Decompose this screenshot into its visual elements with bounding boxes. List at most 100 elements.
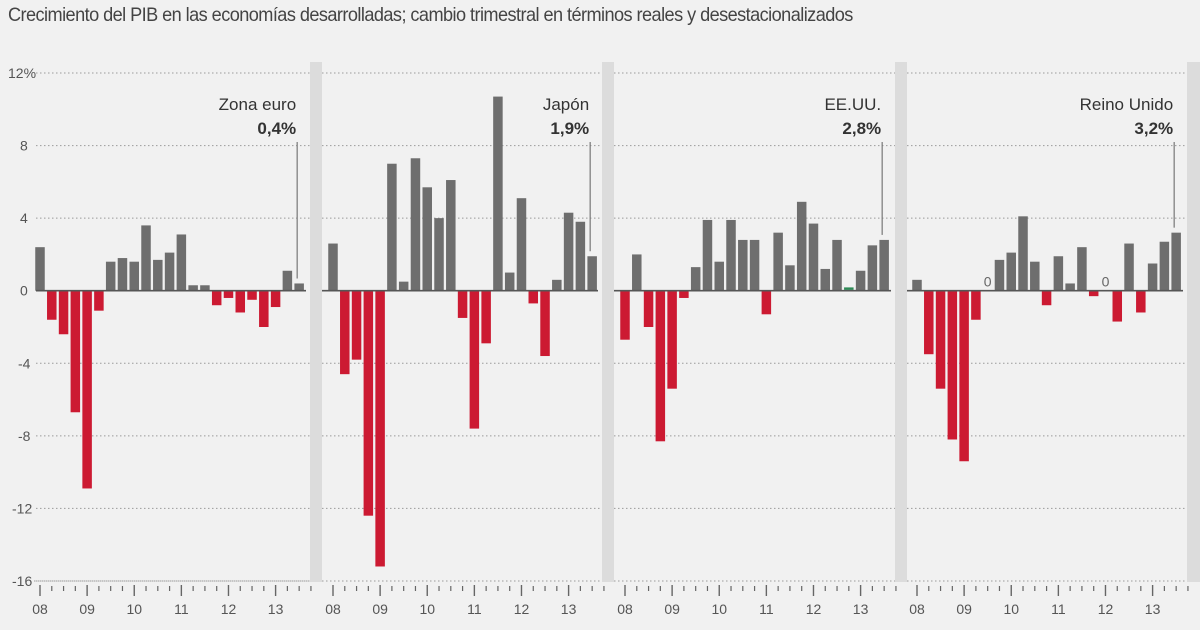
panel-separator bbox=[1187, 62, 1200, 582]
bar-negative bbox=[1136, 290, 1146, 313]
x-tick-label: 12 bbox=[514, 601, 530, 617]
x-tick-label: 08 bbox=[617, 601, 633, 617]
bar-positive bbox=[188, 285, 198, 291]
bar-positive bbox=[749, 239, 760, 291]
bar-positive bbox=[493, 96, 503, 291]
bar-negative bbox=[655, 290, 666, 442]
bar-positive bbox=[867, 245, 878, 291]
bar-negative bbox=[528, 290, 539, 304]
bar-negative bbox=[643, 290, 654, 327]
panel-separator bbox=[895, 62, 907, 582]
bar-positive bbox=[832, 239, 842, 291]
bar-positive bbox=[282, 270, 293, 291]
bar-positive bbox=[1065, 283, 1075, 291]
bar-negative bbox=[211, 290, 222, 306]
bar-positive bbox=[855, 270, 866, 291]
x-tick-label: 09 bbox=[664, 601, 680, 617]
bar-positive bbox=[738, 239, 748, 291]
bar-positive bbox=[844, 287, 854, 290]
x-tick-label: 12 bbox=[806, 601, 822, 617]
bar-positive bbox=[1006, 252, 1016, 291]
x-tick-label: 13 bbox=[561, 601, 577, 617]
panel-separator bbox=[310, 62, 322, 582]
bar-positive bbox=[446, 180, 456, 291]
x-tick-label: 11 bbox=[174, 601, 189, 617]
bar-positive bbox=[129, 261, 139, 291]
bar-positive bbox=[587, 256, 597, 291]
x-tick-label: 09 bbox=[956, 601, 972, 617]
bar-negative bbox=[679, 290, 689, 298]
bar-positive bbox=[1147, 263, 1158, 291]
bar-negative bbox=[58, 290, 69, 335]
bar-positive bbox=[516, 198, 527, 291]
bar-negative bbox=[270, 290, 281, 308]
bar-negative bbox=[351, 290, 362, 360]
chart-title: Crecimiento del PIB en las economías des… bbox=[8, 4, 853, 26]
bar-positive bbox=[153, 259, 163, 291]
bar-negative bbox=[469, 290, 480, 429]
y-tick-label: 8 bbox=[20, 138, 28, 154]
zero-value-label: 0 bbox=[1102, 274, 1110, 290]
x-tick-label: 11 bbox=[759, 601, 774, 617]
latest-value-label: 0,4% bbox=[257, 119, 296, 138]
bar-positive bbox=[1171, 232, 1181, 291]
bar-negative bbox=[1041, 290, 1052, 306]
bar-positive bbox=[1053, 256, 1064, 291]
bar-negative bbox=[761, 290, 772, 315]
x-tick-label: 08 bbox=[909, 601, 925, 617]
x-tick-label: 09 bbox=[79, 601, 95, 617]
bar-negative bbox=[363, 290, 374, 516]
panel-title: Japón bbox=[543, 95, 589, 114]
bar-negative bbox=[259, 290, 269, 327]
bar-negative bbox=[94, 290, 104, 311]
y-tick-label: 4 bbox=[20, 210, 28, 226]
bar-negative bbox=[1112, 290, 1123, 322]
bar-positive bbox=[1030, 261, 1040, 291]
zero-value-label: 0 bbox=[984, 274, 992, 290]
x-tick-label: 10 bbox=[1003, 601, 1019, 617]
bar-negative bbox=[924, 290, 934, 355]
bar-positive bbox=[176, 234, 187, 291]
panel-title: Reino Unido bbox=[1080, 95, 1174, 114]
bar-negative bbox=[935, 290, 946, 389]
panel-separator bbox=[602, 62, 614, 582]
bar-positive bbox=[702, 219, 713, 291]
bar-positive bbox=[714, 261, 724, 291]
bar-negative bbox=[47, 290, 57, 320]
x-tick-label: 12 bbox=[221, 601, 237, 617]
bar-negative bbox=[540, 290, 550, 357]
bar-negative bbox=[82, 290, 92, 489]
bar-negative bbox=[70, 290, 81, 413]
bar-negative bbox=[481, 290, 491, 344]
panel-title: Zona euro bbox=[219, 95, 297, 114]
bar-negative bbox=[971, 290, 981, 320]
bar-negative bbox=[223, 290, 234, 298]
bar-positive bbox=[808, 223, 819, 291]
bar-negative bbox=[947, 290, 958, 440]
bar-positive bbox=[141, 225, 151, 291]
bar-negative bbox=[340, 290, 350, 375]
bar-positive bbox=[35, 247, 45, 291]
bar-positive bbox=[1124, 243, 1134, 291]
bar-positive bbox=[328, 243, 338, 291]
x-tick-label: 12 bbox=[1098, 601, 1114, 617]
bar-positive bbox=[773, 232, 783, 291]
latest-value-label: 1,9% bbox=[550, 119, 589, 138]
y-tick-label: -16 bbox=[12, 573, 32, 589]
bar-positive bbox=[164, 252, 175, 291]
bar-positive bbox=[632, 254, 642, 291]
bar-positive bbox=[690, 267, 701, 291]
bar-positive bbox=[434, 218, 444, 291]
bar-positive bbox=[398, 281, 409, 291]
latest-value-label: 2,8% bbox=[842, 119, 881, 138]
x-tick-label: 10 bbox=[711, 601, 727, 617]
bar-positive bbox=[563, 212, 574, 291]
bar-positive bbox=[552, 279, 562, 291]
x-tick-label: 13 bbox=[1145, 601, 1161, 617]
bar-negative bbox=[247, 290, 257, 300]
x-tick-label: 11 bbox=[467, 601, 482, 617]
bar-positive bbox=[504, 272, 515, 291]
x-tick-label: 10 bbox=[126, 601, 142, 617]
y-tick-label: -8 bbox=[18, 428, 31, 444]
bar-positive bbox=[294, 283, 304, 291]
